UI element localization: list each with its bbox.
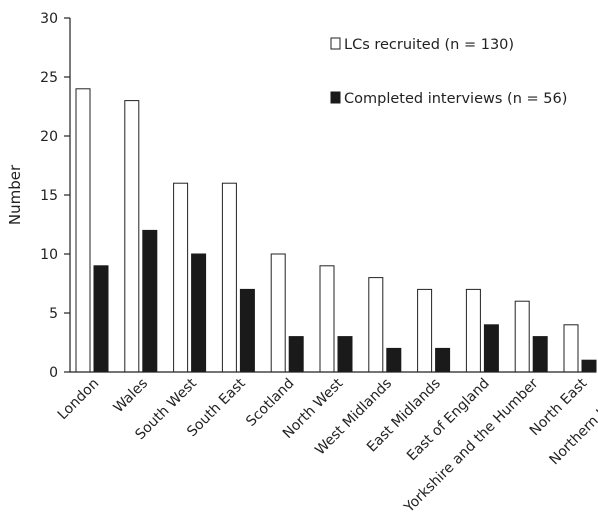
y-tick-label: 15	[40, 188, 58, 204]
bar-completed-interviews	[142, 229, 158, 373]
bar-lcs-recruited	[514, 300, 530, 373]
bar-completed-interviews	[93, 265, 109, 373]
y-tick-label: 25	[40, 70, 58, 86]
bar-lcs-recruited	[270, 253, 286, 373]
y-axis-ticks: 0 5 10 15 20 25 30	[40, 11, 70, 381]
bar-completed-interviews	[386, 347, 402, 373]
bar-lcs-recruited	[368, 277, 384, 373]
y-tick-label: 5	[49, 306, 58, 322]
y-tick-label: 0	[49, 365, 58, 381]
bar-completed-interviews	[337, 336, 353, 373]
bar-completed-interviews	[483, 324, 499, 373]
bar-lcs-recruited	[124, 100, 140, 373]
plot-area	[75, 88, 597, 373]
bar-completed-interviews	[435, 347, 451, 373]
bar-completed-interviews	[532, 336, 548, 373]
y-tick-label: 30	[40, 11, 58, 27]
y-axis-title: Number	[6, 164, 24, 225]
y-tick-label: 10	[40, 247, 58, 263]
x-category-label: London	[55, 376, 103, 424]
legend-swatch	[330, 37, 341, 50]
bar-completed-interviews	[581, 359, 597, 373]
legend-label: LCs recruited (n = 130)	[344, 37, 514, 53]
legend-swatch	[330, 91, 341, 104]
legend-label: Completed interviews (n = 56)	[344, 91, 567, 107]
bar-lcs-recruited	[221, 182, 237, 373]
bar-lcs-recruited	[173, 182, 189, 373]
x-category-label: Wales	[111, 376, 152, 417]
bar-completed-interviews	[191, 253, 207, 373]
bar-completed-interviews	[288, 336, 304, 373]
y-tick-label: 20	[40, 129, 58, 145]
bar-lcs-recruited	[563, 324, 579, 373]
legend: LCs recruited (n = 130) Completed intervi…	[330, 37, 567, 107]
bar-lcs-recruited	[417, 288, 433, 373]
bar-lcs-recruited	[465, 288, 481, 373]
bar-completed-interviews	[239, 288, 255, 373]
bar-lcs-recruited	[75, 88, 91, 373]
bar-lcs-recruited	[319, 265, 335, 373]
x-category-label: East of England	[404, 376, 493, 465]
